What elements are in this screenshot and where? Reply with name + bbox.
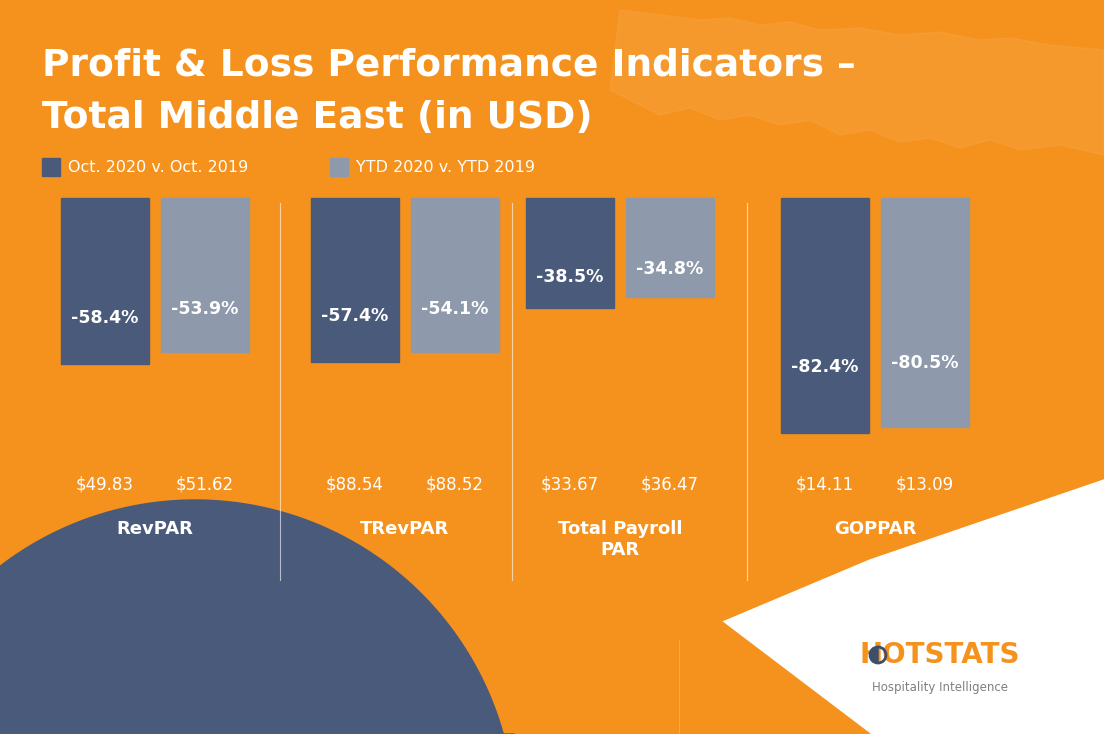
FancyBboxPatch shape bbox=[626, 198, 714, 297]
Text: TRevPAR: TRevPAR bbox=[360, 520, 449, 538]
Text: $88.54: $88.54 bbox=[326, 475, 384, 493]
Text: -38.5%: -38.5% bbox=[537, 268, 604, 286]
Text: HOTSTATS: HOTSTATS bbox=[860, 641, 1020, 669]
Polygon shape bbox=[0, 500, 514, 734]
Polygon shape bbox=[680, 590, 870, 734]
FancyBboxPatch shape bbox=[42, 158, 60, 176]
FancyBboxPatch shape bbox=[881, 198, 969, 427]
Text: -58.4%: -58.4% bbox=[72, 309, 139, 327]
Text: $33.67: $33.67 bbox=[541, 475, 599, 493]
Text: RevPAR: RevPAR bbox=[117, 520, 193, 538]
Polygon shape bbox=[611, 10, 1104, 155]
FancyBboxPatch shape bbox=[411, 198, 499, 352]
Text: Profit & Loss Performance Indicators –: Profit & Loss Performance Indicators – bbox=[42, 48, 856, 84]
FancyBboxPatch shape bbox=[526, 198, 614, 308]
Text: -82.4%: -82.4% bbox=[792, 358, 859, 376]
Text: Total Middle East (in USD): Total Middle East (in USD) bbox=[42, 100, 593, 136]
Text: Oct. 2020 v. Oct. 2019: Oct. 2020 v. Oct. 2019 bbox=[68, 161, 248, 175]
FancyBboxPatch shape bbox=[161, 198, 250, 352]
Polygon shape bbox=[680, 480, 1104, 734]
Wedge shape bbox=[870, 647, 878, 663]
Text: YTD 2020 v. YTD 2019: YTD 2020 v. YTD 2019 bbox=[355, 161, 535, 175]
Text: -57.4%: -57.4% bbox=[321, 307, 389, 324]
Text: $36.47: $36.47 bbox=[641, 475, 699, 493]
FancyBboxPatch shape bbox=[330, 158, 348, 176]
FancyBboxPatch shape bbox=[311, 198, 399, 362]
Text: $14.11: $14.11 bbox=[796, 475, 854, 493]
Text: GOPPAR: GOPPAR bbox=[834, 520, 916, 538]
Text: Hospitality Intelligence: Hospitality Intelligence bbox=[872, 681, 1008, 694]
Text: -80.5%: -80.5% bbox=[891, 355, 958, 372]
FancyBboxPatch shape bbox=[781, 198, 869, 433]
Text: $51.62: $51.62 bbox=[176, 475, 234, 493]
Text: Total Payroll
PAR: Total Payroll PAR bbox=[558, 520, 682, 559]
Text: -34.8%: -34.8% bbox=[636, 261, 703, 278]
FancyBboxPatch shape bbox=[61, 198, 149, 365]
Text: -54.1%: -54.1% bbox=[422, 300, 489, 318]
Text: $88.52: $88.52 bbox=[426, 475, 484, 493]
Text: $49.83: $49.83 bbox=[76, 475, 134, 493]
Text: $13.09: $13.09 bbox=[896, 475, 954, 493]
Text: -53.9%: -53.9% bbox=[171, 299, 238, 318]
